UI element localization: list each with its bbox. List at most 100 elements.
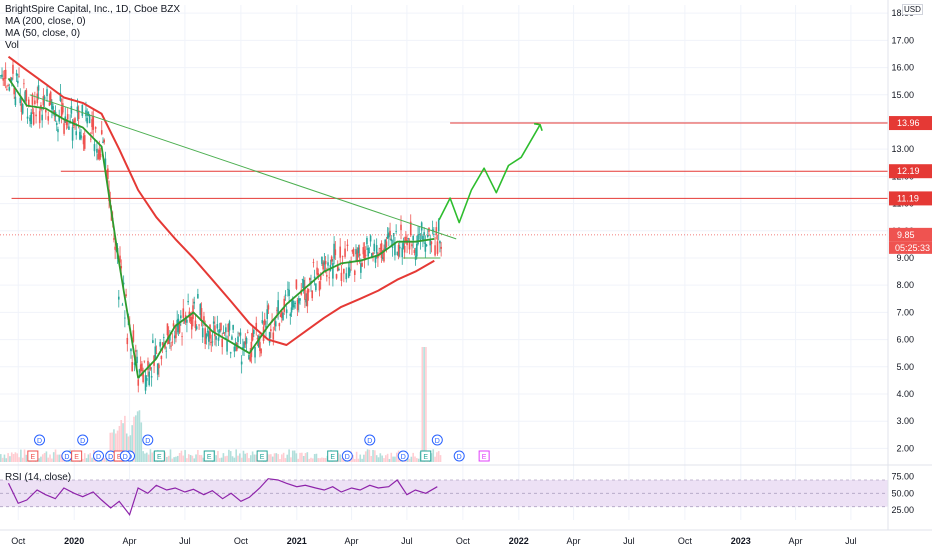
candle-body	[228, 321, 231, 331]
volume-legend[interactable]: Vol	[5, 40, 19, 51]
candle-body	[395, 231, 397, 232]
candle-body	[63, 123, 65, 134]
candle-body	[93, 144, 96, 152]
candle-body	[433, 234, 435, 235]
candle-body	[401, 247, 404, 258]
volume-bar	[149, 449, 152, 462]
candle-body	[349, 269, 351, 273]
volume-bar	[14, 452, 17, 462]
volume-bar	[41, 454, 44, 462]
candle-body	[336, 265, 339, 272]
volume-bar	[47, 457, 50, 462]
candle-body	[437, 219, 440, 232]
candle-body	[326, 275, 328, 277]
rsi-panel: 25.00 50.00 75.00	[0, 464, 932, 516]
candle-body	[173, 335, 176, 339]
candle-body	[345, 273, 348, 280]
volume-bar	[233, 457, 236, 462]
price-tick-label: 2.00	[896, 443, 914, 453]
ma50-line	[7, 77, 435, 379]
candle-body	[431, 229, 434, 231]
volume-bar	[164, 452, 166, 462]
candle-body	[226, 340, 228, 352]
candle-body	[2, 78, 5, 81]
projection-path	[438, 124, 541, 224]
candle-body	[94, 127, 97, 129]
candle-body	[205, 333, 208, 339]
candle-body	[161, 342, 164, 346]
candle-body	[358, 253, 361, 256]
candle-body	[380, 243, 383, 258]
candle-body	[276, 309, 278, 311]
volume-bar	[58, 454, 60, 462]
event-markers: EDDEDDDEDDDEEEEDDDEDDE	[27, 434, 490, 462]
time-tick-label: 2021	[287, 536, 307, 546]
earnings-marker	[71, 450, 83, 462]
candle-body	[244, 341, 247, 345]
volume-bar	[220, 457, 223, 462]
candle-body	[360, 263, 362, 273]
candle-body	[440, 246, 442, 249]
candle-body	[187, 300, 189, 303]
candle-body	[396, 251, 399, 256]
ma200-legend[interactable]: MA (200, close, 0)	[5, 16, 86, 27]
volume-bar	[313, 454, 316, 462]
volume-bar	[40, 456, 42, 462]
volume-bar	[386, 453, 389, 462]
candle-body	[334, 249, 337, 256]
candle-body	[178, 324, 181, 333]
candle-body	[42, 96, 45, 106]
candle-body	[386, 233, 389, 239]
candle-body	[231, 336, 233, 340]
volume-bar	[244, 453, 247, 462]
candle-body	[211, 341, 214, 343]
volume-bar	[1, 457, 4, 462]
candle-body	[346, 244, 349, 247]
candle-body	[248, 354, 250, 360]
volume-bar	[375, 455, 378, 462]
price-tick-label: 7.00	[896, 307, 914, 317]
volume-bar	[379, 453, 382, 462]
volume-bar	[290, 457, 292, 462]
candle-body	[287, 288, 289, 290]
price-label-box	[889, 164, 932, 179]
candle-body	[416, 243, 418, 257]
dividend-marker	[341, 450, 353, 462]
volume-bar	[394, 456, 396, 462]
time-tick-label: Apr	[567, 536, 581, 546]
candle-body	[420, 222, 423, 231]
candle-body	[182, 308, 185, 318]
volume-bar	[176, 455, 179, 462]
volume-bar	[151, 452, 154, 462]
volume-bar	[51, 458, 53, 462]
volume-bar	[372, 449, 374, 462]
candle-body	[143, 360, 146, 362]
volume-bar	[395, 452, 398, 462]
candle-body	[352, 248, 355, 257]
volume-bar	[253, 454, 256, 462]
ma50-legend[interactable]: MA (50, close, 0)	[5, 28, 81, 39]
candle-body	[210, 341, 213, 343]
volume-bar	[82, 458, 84, 462]
candle-body	[30, 112, 33, 124]
volume-bar	[91, 457, 93, 462]
rsi-legend[interactable]: RSI (14, close)	[5, 472, 72, 483]
volume-bar	[182, 455, 185, 462]
candle-body	[294, 302, 296, 304]
currency-badge[interactable]: USD	[902, 4, 923, 15]
volume-bar	[248, 458, 250, 462]
earnings-marker	[478, 450, 490, 462]
volume-bar	[145, 452, 148, 462]
candle-body	[25, 90, 28, 101]
candle-body	[272, 332, 275, 340]
candle-body	[402, 243, 405, 249]
volume-bar	[304, 453, 307, 462]
price-label-box	[889, 227, 932, 242]
candle-body	[324, 260, 327, 265]
candle-body	[304, 286, 306, 300]
volume-bar	[171, 458, 174, 462]
candle-body	[430, 241, 433, 245]
candle-body	[246, 332, 249, 333]
volume-bar	[198, 454, 201, 462]
